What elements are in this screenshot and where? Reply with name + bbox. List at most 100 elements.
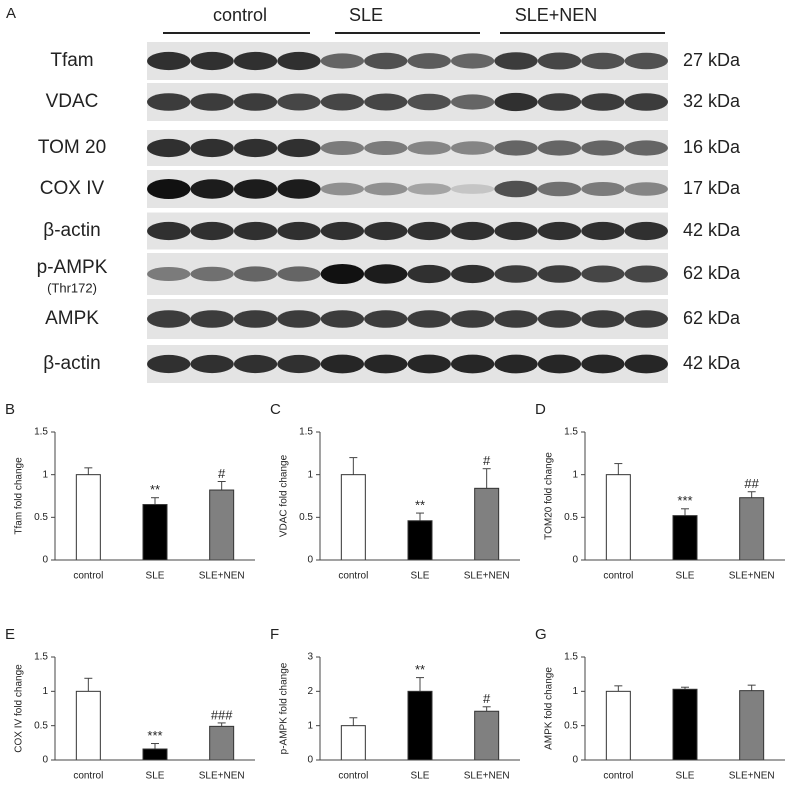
bar bbox=[672, 515, 698, 561]
blot-band bbox=[320, 310, 365, 328]
x-tick-label: SLE bbox=[676, 771, 695, 782]
y-tick-label: 2 bbox=[307, 686, 313, 697]
blot-band bbox=[233, 310, 278, 328]
blot-band bbox=[320, 93, 365, 111]
blot-band bbox=[233, 221, 278, 241]
blot-band bbox=[450, 184, 495, 194]
blot-band bbox=[364, 141, 408, 155]
row-label: VDAC bbox=[46, 91, 99, 112]
panel-letter: E bbox=[5, 626, 15, 643]
blot-band bbox=[190, 221, 234, 241]
blot-band bbox=[320, 354, 365, 374]
blot-band bbox=[450, 310, 495, 328]
significance-label: ## bbox=[744, 476, 759, 491]
bar bbox=[209, 725, 235, 761]
blot-band bbox=[624, 52, 669, 70]
blot-band bbox=[190, 354, 234, 374]
blot-band bbox=[624, 354, 669, 374]
kda-label: 62 kDa bbox=[683, 263, 741, 283]
bar bbox=[75, 690, 101, 761]
significance-label: ** bbox=[415, 498, 425, 513]
blot-band bbox=[407, 264, 451, 284]
blot-band bbox=[364, 221, 408, 241]
blot-band bbox=[233, 354, 278, 374]
panel-letter: F bbox=[270, 626, 279, 643]
blot-band bbox=[494, 310, 538, 328]
bar bbox=[605, 474, 631, 561]
blot-band bbox=[277, 51, 321, 71]
blot-band bbox=[537, 140, 582, 156]
kda-label: 42 kDa bbox=[683, 353, 741, 373]
row-label: Tfam bbox=[50, 50, 93, 71]
blot-band bbox=[450, 354, 495, 374]
bar bbox=[340, 474, 366, 561]
blot-band bbox=[190, 93, 234, 111]
blot-band bbox=[147, 310, 191, 328]
blot-band bbox=[624, 310, 669, 328]
kda-label: 42 kDa bbox=[683, 220, 741, 240]
blot-band bbox=[494, 354, 538, 374]
kda-label: 32 kDa bbox=[683, 91, 741, 111]
x-tick-label: SLE+NEN bbox=[729, 771, 775, 782]
blot-band bbox=[147, 51, 191, 71]
y-axis-label: VDAC fold change bbox=[279, 454, 290, 537]
blot-band bbox=[450, 264, 495, 284]
blot-band bbox=[190, 310, 234, 328]
kda-label: 27 kDa bbox=[683, 50, 741, 70]
bar bbox=[209, 489, 235, 561]
blot-band bbox=[407, 310, 451, 328]
x-tick-label: SLE+NEN bbox=[199, 571, 245, 582]
row-label: β-actin bbox=[43, 220, 100, 241]
blot-band bbox=[277, 221, 321, 241]
blot-band bbox=[581, 93, 625, 111]
kda-label: 16 kDa bbox=[683, 137, 741, 157]
blot-band bbox=[277, 179, 321, 199]
blot-band bbox=[320, 264, 365, 284]
blot-band bbox=[494, 92, 538, 112]
y-tick-label: 1 bbox=[307, 469, 313, 480]
y-tick-label: 0 bbox=[572, 555, 578, 566]
y-tick-label: 0 bbox=[307, 755, 313, 766]
significance-label: # bbox=[483, 691, 491, 706]
blot-band bbox=[364, 52, 408, 70]
y-tick-label: 0 bbox=[42, 555, 48, 566]
y-tick-label: 1.5 bbox=[299, 427, 313, 438]
group-label: control bbox=[213, 5, 267, 25]
x-tick-label: control bbox=[603, 771, 633, 782]
y-tick-label: 1 bbox=[42, 469, 48, 480]
blot-band bbox=[450, 94, 495, 110]
x-tick-label: SLE+NEN bbox=[464, 571, 510, 582]
blot-band bbox=[624, 140, 669, 156]
blot-band bbox=[494, 180, 538, 198]
blot-band bbox=[147, 179, 191, 199]
blot-band bbox=[320, 182, 365, 196]
x-tick-label: SLE+NEN bbox=[199, 771, 245, 782]
y-tick-label: 1.5 bbox=[34, 652, 48, 663]
blot-band bbox=[537, 354, 582, 374]
y-tick-label: 0.5 bbox=[564, 512, 578, 523]
x-tick-label: SLE bbox=[411, 771, 430, 782]
blot-band bbox=[581, 140, 625, 156]
y-tick-label: 0.5 bbox=[34, 512, 48, 523]
bar bbox=[739, 690, 765, 761]
blot-band bbox=[277, 138, 321, 158]
blot-band bbox=[450, 221, 495, 241]
panel-letter: C bbox=[270, 401, 281, 418]
significance-label: ### bbox=[211, 707, 233, 722]
blot-band bbox=[364, 93, 408, 111]
y-tick-label: 0 bbox=[42, 755, 48, 766]
y-axis-label: Tfam fold change bbox=[14, 457, 25, 535]
blot-band bbox=[581, 221, 625, 241]
kda-label: 17 kDa bbox=[683, 178, 741, 198]
blot-band bbox=[624, 265, 669, 283]
blot-band bbox=[537, 310, 582, 328]
blot-band bbox=[147, 221, 191, 241]
row-label: β-actin bbox=[43, 353, 100, 374]
blot-band bbox=[537, 181, 582, 197]
x-tick-label: control bbox=[338, 571, 368, 582]
blot-band bbox=[450, 53, 495, 69]
blot-band bbox=[277, 354, 321, 374]
blot-band bbox=[624, 93, 669, 111]
blot-band bbox=[537, 52, 582, 70]
